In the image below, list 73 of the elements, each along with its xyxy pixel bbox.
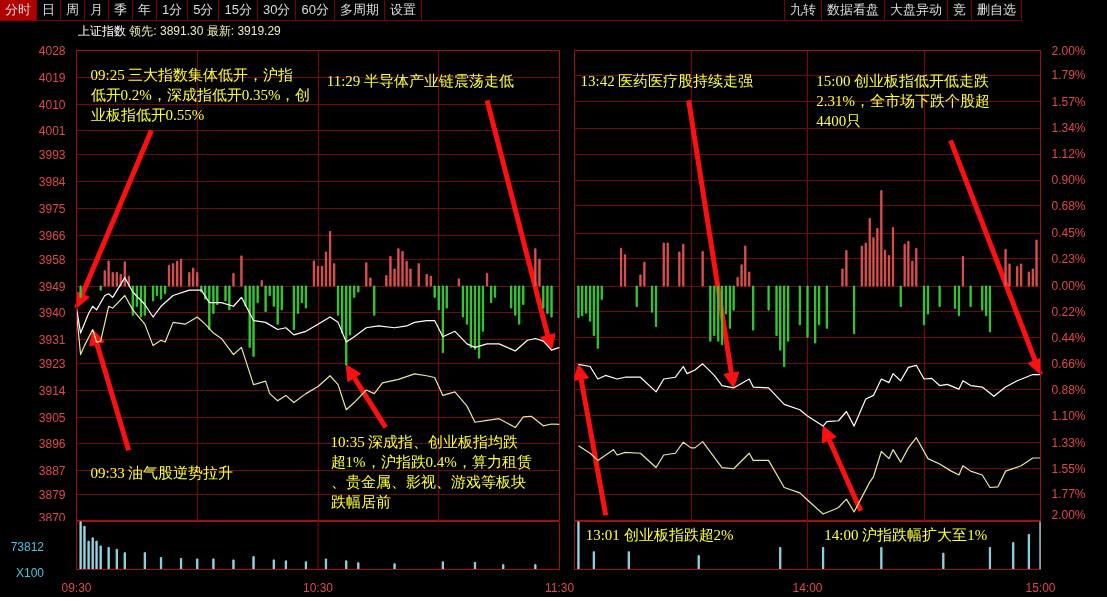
y-tick-label: 3887 bbox=[38, 464, 66, 479]
y2-tick-label: 1.33% bbox=[1051, 435, 1086, 450]
y2-tick-label: 0.45% bbox=[1051, 226, 1086, 241]
y2-tick-label: 1.55% bbox=[1051, 461, 1086, 476]
text: 15分 bbox=[219, 0, 258, 20]
y-tick-label: 3923 bbox=[38, 357, 66, 372]
y-tick-label: 3958 bbox=[38, 252, 66, 267]
text: X100 bbox=[14, 565, 44, 582]
annotation: 09:25 三大指数集体低开，沪指低开0.2%，深成指低开0.35%，创业板指低开0.55% bbox=[90, 66, 311, 123]
x-tick-label: 14:00 bbox=[792, 580, 823, 595]
y2-tick-label: 0.68% bbox=[1051, 198, 1086, 213]
y2-tick-label: 2.00% bbox=[1051, 43, 1086, 58]
y-tick-label: 3949 bbox=[38, 279, 66, 294]
annotation: 15:00 创业板指低开低走跌2.31%，全市场下跌个股超4400只 bbox=[816, 72, 991, 129]
chart-subtitle: 领先: 3891.30 最新: 3919.29 bbox=[129, 24, 281, 38]
x-tick-label: 10:30 bbox=[302, 580, 334, 595]
annotation: 13:42 医药医疗股持续走强 bbox=[580, 72, 754, 89]
text: 设置 bbox=[384, 0, 422, 20]
y2-tick-label: 1.12% bbox=[1051, 147, 1086, 162]
text: 多周期 bbox=[334, 0, 385, 20]
x-tick-label: 09:30 bbox=[61, 580, 92, 595]
text: 年 bbox=[133, 0, 157, 20]
y2-tick-label: 0.88% bbox=[1051, 382, 1086, 397]
x-tick-label: 15:00 bbox=[1025, 580, 1056, 595]
y-tick-label: 4010 bbox=[38, 97, 66, 112]
annotation: 10:35 深成指、创业板指均跌超1%，沪指跌0.4%，算力租赁、贵金属、影视、游戏等板块跌幅居前 bbox=[330, 434, 532, 511]
y2-tick-label: 0.22% bbox=[1051, 304, 1086, 319]
y2-tick-label: 0.23% bbox=[1051, 251, 1086, 266]
y2-tick-label: 0.90% bbox=[1051, 173, 1086, 188]
y-tick-label: 3931 bbox=[38, 333, 66, 348]
text: 月 bbox=[85, 0, 109, 20]
text: 九转 bbox=[785, 0, 822, 20]
y2-tick-label: 2.00% bbox=[1051, 507, 1086, 522]
text: 删自选 bbox=[972, 0, 1022, 20]
annotation: 13:01 创业板指跌超2% bbox=[585, 526, 734, 543]
y-tick-label: 3975 bbox=[38, 201, 66, 216]
text: 日 bbox=[37, 0, 61, 20]
text: 大盘异动 bbox=[885, 0, 948, 20]
annotation: 14:00 沪指跌幅扩大至1% bbox=[824, 526, 988, 543]
text: 73812 bbox=[9, 539, 44, 556]
x-tick-label: 11:30 bbox=[544, 580, 575, 595]
y-tick-label: 3870 bbox=[38, 510, 66, 525]
text: 60分 bbox=[296, 0, 335, 20]
text: 季 bbox=[109, 0, 133, 20]
text: 竞 bbox=[948, 0, 972, 20]
y2-tick-label: 1.57% bbox=[1051, 94, 1086, 109]
y-tick-label: 4019 bbox=[38, 70, 66, 85]
y-tick-label: 3993 bbox=[38, 148, 66, 163]
y2-tick-label: 0.00% bbox=[1051, 279, 1086, 293]
y-tick-label: 3940 bbox=[38, 306, 66, 321]
y2-tick-label: 1.34% bbox=[1051, 121, 1086, 136]
text: 5分 bbox=[188, 0, 220, 20]
y2-tick-label: 1.77% bbox=[1051, 487, 1086, 502]
chart-title: 上证指数 bbox=[78, 24, 126, 38]
y-tick-label: 3984 bbox=[38, 175, 66, 190]
y2-tick-label: 1.79% bbox=[1051, 68, 1086, 83]
y-tick-label: 4001 bbox=[38, 124, 66, 139]
annotation: 09:33 油气股逆势拉升 bbox=[90, 465, 234, 482]
text: 1分 bbox=[157, 0, 189, 20]
y2-tick-label: 1.10% bbox=[1051, 408, 1086, 423]
text: 数据看盘 bbox=[822, 0, 885, 20]
y-tick-label: 4028 bbox=[38, 44, 66, 58]
annotation: 11:29 半导体产业链震荡走低 bbox=[326, 72, 515, 89]
text: 周 bbox=[61, 0, 85, 20]
text: 30分 bbox=[257, 0, 297, 20]
y2-tick-label: 0.66% bbox=[1051, 356, 1086, 371]
text: 分时 bbox=[0, 0, 37, 20]
y-tick-label: 3879 bbox=[38, 488, 66, 503]
y-tick-label: 3905 bbox=[38, 410, 66, 425]
y-tick-label: 3966 bbox=[38, 228, 66, 243]
y-tick-label: 3914 bbox=[38, 383, 66, 398]
y2-tick-label: 0.44% bbox=[1051, 330, 1086, 345]
y-tick-label: 3896 bbox=[38, 437, 66, 452]
